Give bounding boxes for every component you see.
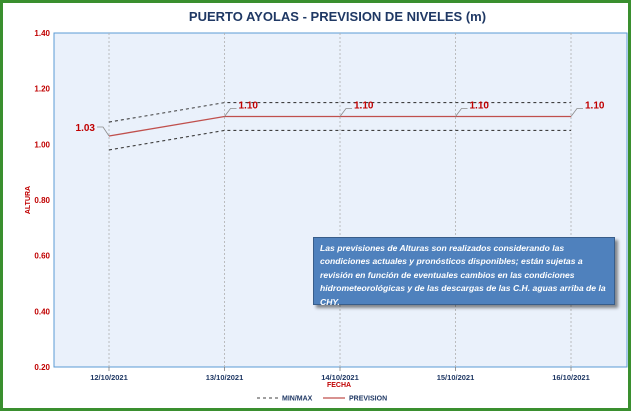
chart: PUERTO AYOLAS - PREVISION DE NIVELES (m)… [25,9,628,403]
legend-label-minmax: MIN/MAX [282,396,313,403]
y-axis-label: ALTURA [25,186,32,214]
plot-area [53,32,628,368]
y-tick-label: 0.60 [34,252,50,261]
x-tick-label: 13/10/2021 [206,373,244,382]
data-label-leader [224,108,237,117]
data-label: 1.10 [354,101,374,112]
y-tick-label: 1.00 [34,140,50,149]
data-label-leader [570,108,583,117]
data-label: 1.03 [76,123,96,134]
y-tick-label: 0.80 [34,196,50,205]
data-label-leader [97,126,110,137]
data-label-leader [339,108,352,117]
chart-title: PUERTO AYOLAS - PREVISION DE NIVELES (m) [189,9,486,24]
x-axis-label: FECHA [327,382,351,389]
min-line [108,129,571,151]
y-tick-label: 0.20 [34,363,50,372]
max-line [108,102,571,123]
data-label-leader [455,108,468,117]
forecast-disclaimer-note: Las previsiones de Alturas son realizado… [313,237,615,307]
data-label: 1.10 [585,101,605,112]
x-tick-label: 14/10/2021 [321,373,359,382]
data-label: 1.10 [239,101,259,112]
x-tick-label: 12/10/2021 [90,373,128,382]
y-tick-label: 1.20 [34,85,50,94]
x-tick-label: 16/10/2021 [552,373,590,382]
legend-label-prevision: PREVISION [349,396,387,403]
data-label: 1.10 [470,101,490,112]
y-tick-label: 0.40 [34,307,50,316]
x-tick-label: 15/10/2021 [437,373,475,382]
y-tick-label: 1.40 [34,29,50,38]
